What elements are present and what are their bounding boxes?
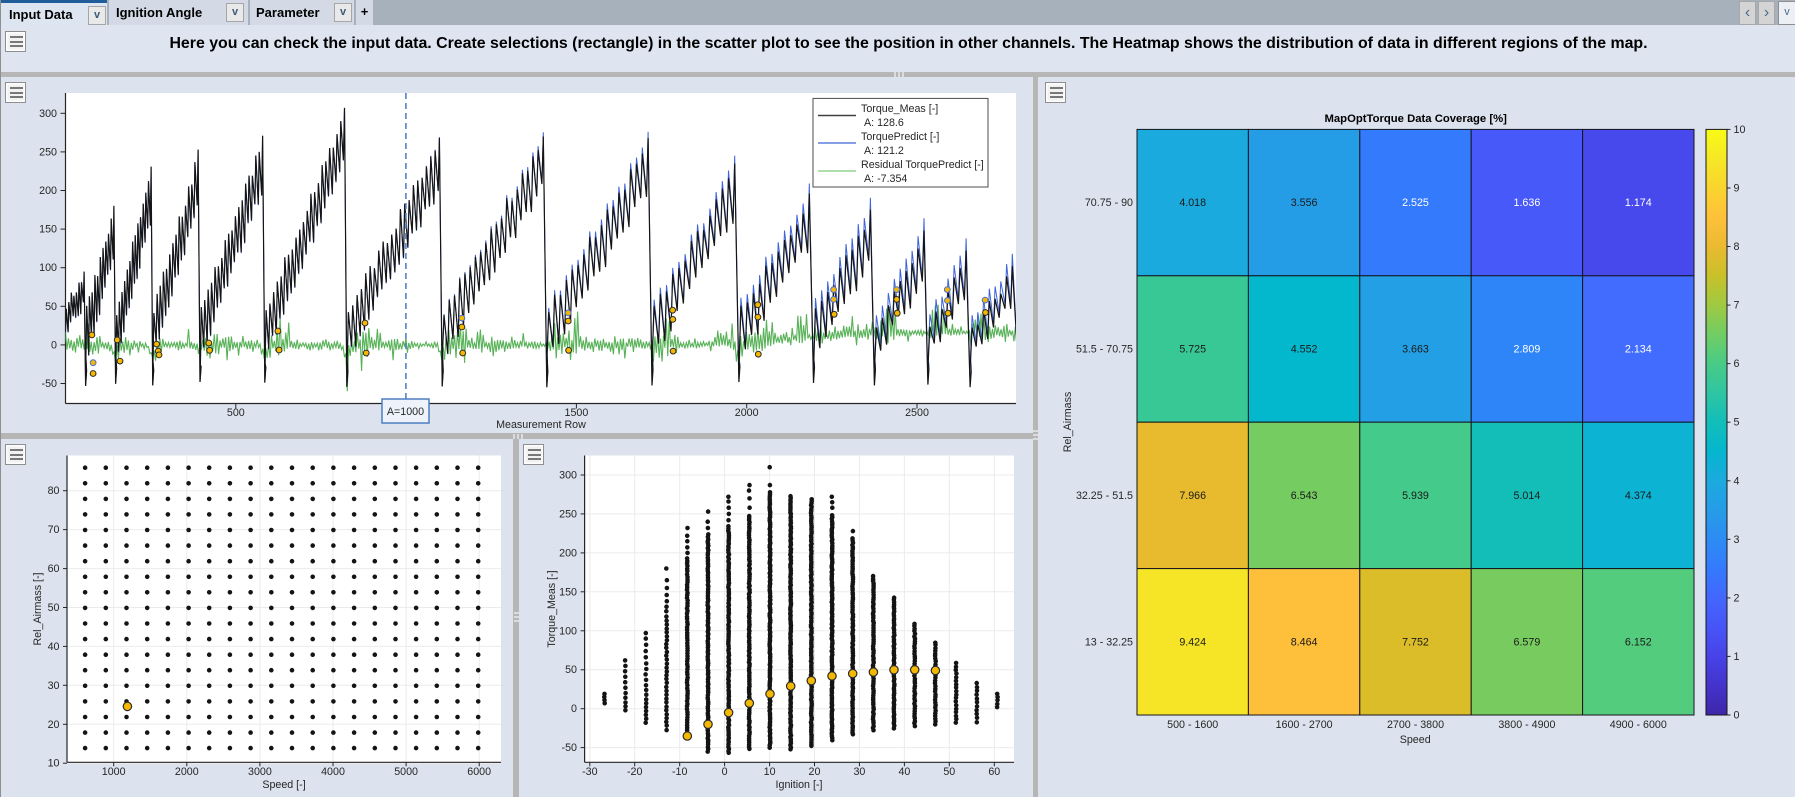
svg-text:50: 50: [565, 664, 577, 676]
svg-text:3.663: 3.663: [1402, 344, 1429, 356]
svg-text:5.014: 5.014: [1514, 490, 1541, 502]
svg-text:0: 0: [571, 703, 577, 715]
svg-text:1.636: 1.636: [1514, 197, 1541, 209]
svg-text:30: 30: [48, 680, 60, 692]
svg-text:4.374: 4.374: [1625, 490, 1652, 502]
svg-text:2.809: 2.809: [1514, 344, 1541, 356]
svg-text:Ignition [-]: Ignition [-]: [776, 779, 823, 791]
svg-text:51.5 - 70.75: 51.5 - 70.75: [1076, 344, 1133, 356]
svg-text:2500: 2500: [905, 407, 929, 419]
svg-text:7.966: 7.966: [1179, 490, 1206, 502]
svg-text:-50: -50: [562, 742, 578, 754]
svg-text:60: 60: [988, 766, 1000, 778]
svg-text:Speed [-]: Speed [-]: [262, 779, 305, 791]
svg-text:50: 50: [45, 301, 57, 313]
svg-text:30: 30: [853, 766, 865, 778]
svg-text:32.25 - 51.5: 32.25 - 51.5: [1076, 490, 1133, 502]
svg-text:4: 4: [1734, 475, 1740, 487]
svg-text:70: 70: [48, 524, 60, 536]
svg-text:250: 250: [39, 146, 57, 158]
svg-text:2.525: 2.525: [1402, 197, 1429, 209]
svg-text:6.152: 6.152: [1625, 636, 1652, 648]
svg-text:8: 8: [1734, 241, 1740, 253]
svg-text:1600 - 2700: 1600 - 2700: [1276, 719, 1333, 731]
svg-text:500: 500: [227, 407, 245, 419]
svg-text:-50: -50: [42, 378, 58, 390]
svg-text:200: 200: [559, 547, 577, 559]
svg-text:4.018: 4.018: [1179, 197, 1206, 209]
svg-text:Residual TorquePredict [-]: Residual TorquePredict [-]: [861, 159, 984, 171]
svg-text:50: 50: [943, 766, 955, 778]
svg-text:6.579: 6.579: [1514, 636, 1541, 648]
svg-text:1500: 1500: [565, 407, 589, 419]
svg-text:2.134: 2.134: [1625, 344, 1652, 356]
svg-text:A: -7.354: A: -7.354: [864, 173, 907, 185]
svg-text:8.464: 8.464: [1291, 636, 1318, 648]
svg-text:300: 300: [39, 108, 57, 120]
svg-text:MapOptTorque Data Coverage [%]: MapOptTorque Data Coverage [%]: [1324, 113, 1507, 125]
svg-text:-30: -30: [582, 766, 598, 778]
svg-text:50: 50: [48, 602, 60, 614]
svg-text:3: 3: [1734, 534, 1740, 546]
svg-text:5000: 5000: [394, 766, 418, 778]
svg-text:80: 80: [48, 485, 60, 497]
svg-text:6.543: 6.543: [1291, 490, 1318, 502]
svg-text:10: 10: [48, 758, 60, 770]
svg-text:200: 200: [39, 185, 57, 197]
svg-text:-10: -10: [672, 766, 688, 778]
svg-text:1.174: 1.174: [1625, 197, 1652, 209]
svg-text:4900 - 6000: 4900 - 6000: [1610, 719, 1667, 731]
svg-text:-20: -20: [627, 766, 643, 778]
svg-text:150: 150: [39, 224, 57, 236]
svg-text:70.75 - 90: 70.75 - 90: [1085, 197, 1133, 209]
svg-text:A: 128.6: A: 128.6: [864, 117, 904, 129]
svg-text:100: 100: [559, 625, 577, 637]
svg-text:7: 7: [1734, 300, 1740, 312]
svg-text:A: 121.2: A: 121.2: [864, 145, 904, 157]
svg-text:A=1000: A=1000: [387, 406, 424, 418]
svg-text:Measurement Row: Measurement Row: [496, 419, 586, 431]
svg-text:7.752: 7.752: [1402, 636, 1429, 648]
svg-text:150: 150: [559, 586, 577, 598]
svg-text:2000: 2000: [175, 766, 199, 778]
svg-text:10: 10: [1734, 124, 1746, 136]
svg-text:Torque_Meas [-]: Torque_Meas [-]: [861, 103, 938, 115]
svg-text:2000: 2000: [735, 407, 759, 419]
svg-text:TorquePredict [-]: TorquePredict [-]: [861, 131, 939, 143]
svg-text:13 - 32.25: 13 - 32.25: [1085, 636, 1133, 648]
svg-text:1000: 1000: [102, 766, 126, 778]
svg-text:0: 0: [722, 766, 728, 778]
svg-text:250: 250: [559, 508, 577, 520]
svg-text:4.552: 4.552: [1291, 344, 1318, 356]
svg-text:3000: 3000: [248, 766, 272, 778]
svg-text:100: 100: [39, 262, 57, 274]
svg-text:5.725: 5.725: [1179, 344, 1206, 356]
svg-text:6: 6: [1734, 358, 1740, 370]
svg-text:4000: 4000: [321, 766, 345, 778]
svg-text:0: 0: [1734, 710, 1740, 722]
svg-text:Rel_Airmass [-]: Rel_Airmass [-]: [32, 572, 44, 645]
svg-text:0: 0: [51, 339, 57, 351]
svg-text:6000: 6000: [467, 766, 491, 778]
svg-text:3.556: 3.556: [1291, 197, 1318, 209]
svg-text:9: 9: [1734, 183, 1740, 195]
svg-text:300: 300: [559, 470, 577, 482]
svg-text:2: 2: [1734, 592, 1740, 604]
svg-text:3800 - 4900: 3800 - 4900: [1498, 719, 1555, 731]
svg-text:Speed: Speed: [1400, 734, 1431, 746]
svg-text:20: 20: [48, 719, 60, 731]
svg-text:40: 40: [48, 641, 60, 653]
svg-text:Rel_Airmass: Rel_Airmass: [1062, 392, 1074, 453]
svg-text:5.939: 5.939: [1402, 490, 1429, 502]
svg-text:10: 10: [764, 766, 776, 778]
svg-text:Torque_Meas [-]: Torque_Meas [-]: [546, 570, 558, 647]
svg-text:5: 5: [1734, 417, 1740, 429]
svg-text:40: 40: [898, 766, 910, 778]
svg-text:9.424: 9.424: [1179, 636, 1206, 648]
svg-text:60: 60: [48, 563, 60, 575]
svg-text:1: 1: [1734, 651, 1740, 663]
svg-text:20: 20: [809, 766, 821, 778]
svg-text:500 - 1600: 500 - 1600: [1167, 719, 1218, 731]
svg-text:2700 - 3800: 2700 - 3800: [1387, 719, 1444, 731]
